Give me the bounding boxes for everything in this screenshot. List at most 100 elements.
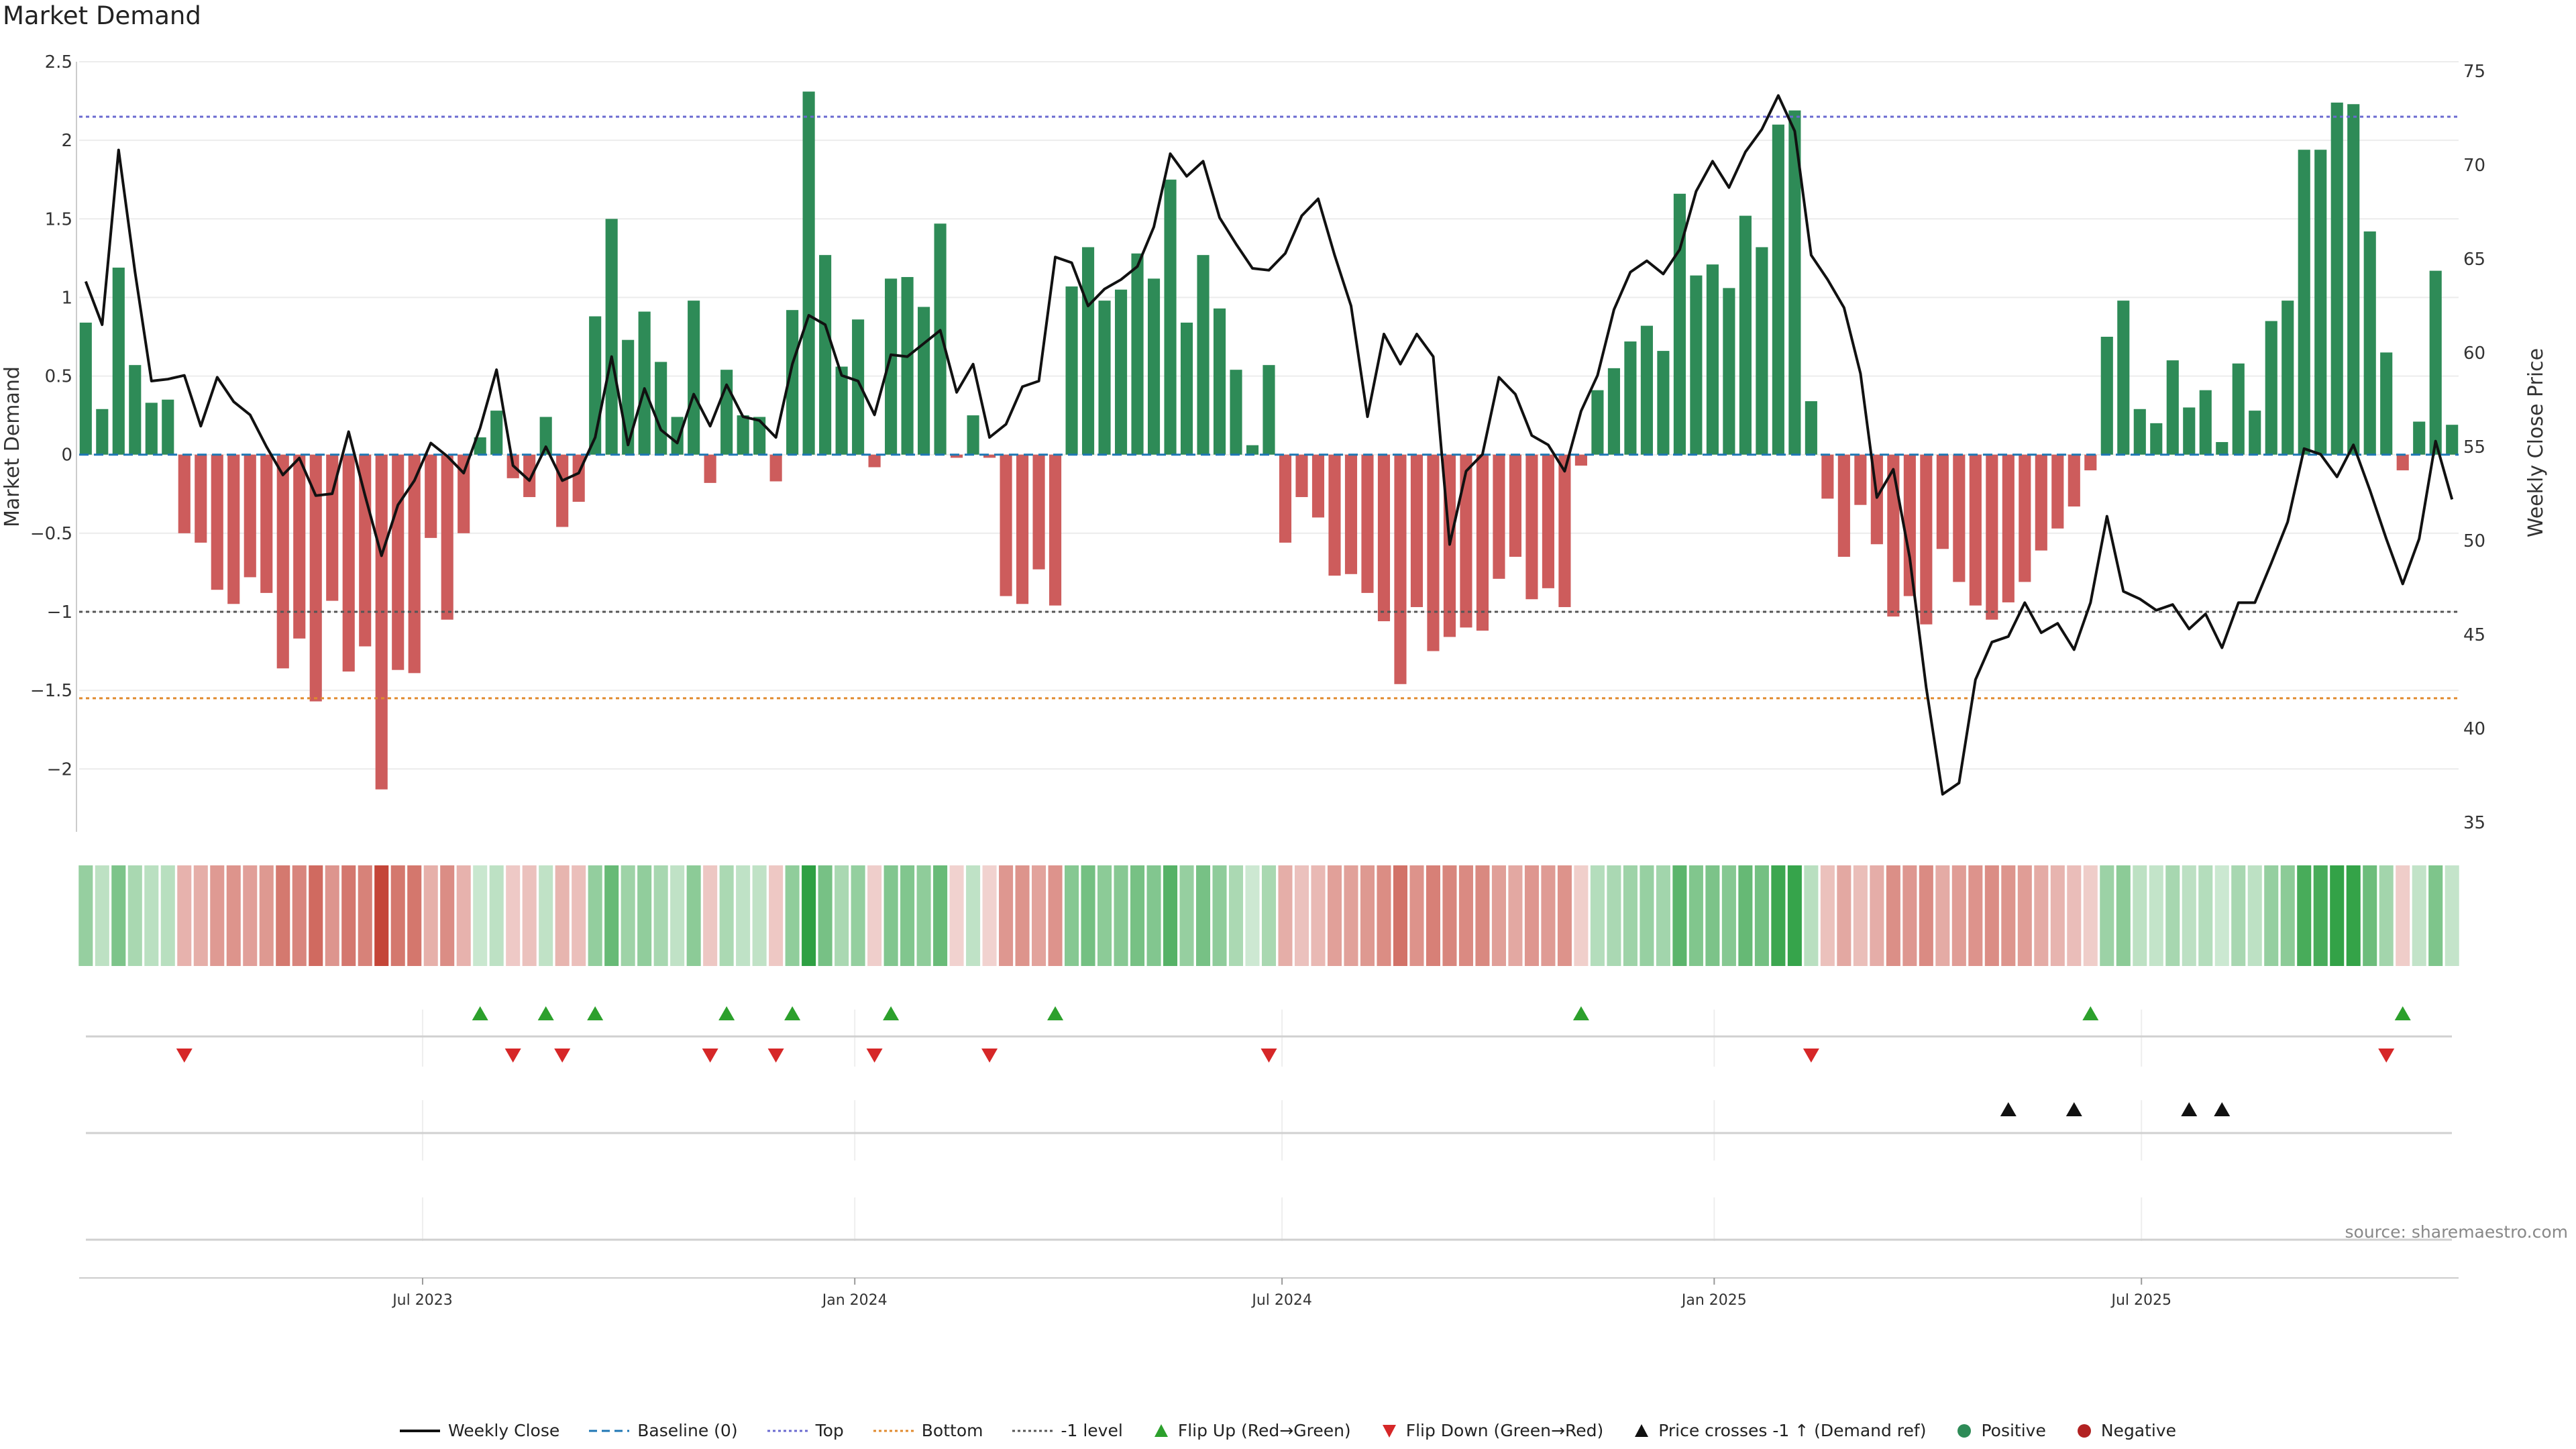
demand-bar: [967, 415, 979, 455]
y-tick-label: −1.5: [30, 681, 72, 701]
heat-cell: [653, 865, 668, 966]
demand-bar: [79, 322, 92, 455]
demand-bar: [638, 311, 651, 455]
demand-bar: [2446, 425, 2459, 455]
demand-bar: [1361, 454, 1374, 593]
legend-label: Price crosses -1 ↑ (Demand ref): [1658, 1421, 1927, 1440]
heat-cell: [160, 865, 175, 966]
demand-bar: [2380, 352, 2393, 455]
x-tick-label: Jan 2024: [821, 1292, 888, 1309]
heat-cell: [1278, 865, 1293, 966]
heat-cell: [440, 865, 455, 966]
heat-cell: [1738, 865, 1753, 966]
heat-cell: [1705, 865, 1720, 966]
heat-cell: [2214, 865, 2229, 966]
heat-cell: [1524, 865, 1539, 966]
demand-bar: [1723, 288, 1735, 455]
demand-bar: [425, 454, 437, 538]
demand-bar: [1591, 390, 1604, 455]
y2-tick-label: 50: [2463, 531, 2485, 551]
demand-bar: [868, 454, 881, 468]
demand-bar: [96, 409, 109, 455]
flip-down-marker: [866, 1049, 883, 1063]
heat-cell: [325, 865, 339, 966]
heat-cell: [1179, 865, 1194, 966]
demand-bar: [1213, 308, 1226, 455]
legend-swatch: [1635, 1424, 1649, 1437]
heat-cell: [637, 865, 652, 966]
heat-cell: [1640, 865, 1654, 966]
flip-up-marker: [2394, 1006, 2411, 1020]
demand-bar: [802, 91, 815, 455]
heat-cell: [1870, 865, 1884, 966]
heat-cell: [473, 865, 488, 966]
demand-bar: [1164, 179, 1177, 455]
y-tick-label: 2: [61, 131, 72, 151]
legend-swatch-shape: [1635, 1424, 1649, 1437]
demand-bar: [129, 365, 142, 455]
demand-bar: [2249, 411, 2261, 455]
demand-bar: [1016, 454, 1029, 604]
demand-bar: [1690, 275, 1703, 455]
legend-swatch: [1154, 1424, 1168, 1437]
heat-cell: [309, 865, 323, 966]
demand-bar: [2035, 454, 2047, 551]
heat-cell: [78, 865, 93, 966]
legend-swatch-shape: [1957, 1424, 1972, 1438]
legend-label: Negative: [2100, 1421, 2177, 1440]
legend-swatch: [1012, 1430, 1053, 1432]
demand-bar: [195, 454, 207, 543]
heat-cell: [2034, 865, 2049, 966]
heat-cell: [2330, 865, 2345, 966]
x-tick-label: Jul 2024: [1250, 1292, 1312, 1309]
y-tick-label: 0.5: [45, 367, 72, 387]
heat-cell: [835, 865, 849, 966]
demand-bar: [2363, 231, 2376, 455]
heat-cell: [226, 865, 241, 966]
heat-cell: [95, 865, 109, 966]
heat-cell: [769, 865, 784, 966]
legend-label: -1 level: [1061, 1421, 1123, 1440]
demand-bar: [1673, 193, 1686, 455]
heat-cell: [1672, 865, 1687, 966]
demand-bar: [769, 454, 782, 482]
flip-down-marker: [981, 1049, 998, 1063]
demand-bar: [852, 319, 865, 455]
heat-cell: [1902, 865, 1917, 966]
y2-tick-label: 35: [2463, 813, 2485, 833]
demand-bar: [1065, 286, 1078, 455]
demand-bar: [918, 307, 930, 455]
demand-bar: [1410, 454, 1424, 607]
heat-cell: [1311, 865, 1326, 966]
demand-bar: [2396, 454, 2409, 471]
demand-bar: [1493, 454, 1505, 579]
legend-label: Positive: [1981, 1421, 2046, 1440]
legend-swatch-shape: [2077, 1424, 2091, 1438]
heat-cell: [1212, 865, 1227, 966]
demand-bar: [671, 417, 684, 455]
heat-cell: [2313, 865, 2328, 966]
price-cross-marker: [2214, 1102, 2231, 1116]
y-tick-label: 0: [61, 445, 72, 466]
heat-cell: [259, 865, 274, 966]
heat-cell: [2182, 865, 2196, 966]
demand-bar: [1640, 325, 1653, 455]
heat-cell: [1688, 865, 1703, 966]
demand-bar: [901, 276, 914, 455]
demand-bar: [441, 454, 453, 620]
demand-bar: [1706, 264, 1719, 455]
y-tick-label: 1.5: [45, 209, 72, 229]
demand-bar: [1558, 454, 1571, 607]
demand-bar: [1887, 454, 1900, 617]
heat-cell: [1656, 865, 1670, 966]
demand-bar: [1394, 454, 1407, 684]
heat-cell: [1032, 865, 1046, 966]
demand-bar: [1805, 401, 1817, 455]
heat-cell: [1721, 865, 1736, 966]
flip-down-marker: [504, 1049, 521, 1063]
flip-up-marker: [784, 1006, 801, 1020]
demand-bar: [178, 454, 191, 533]
demand-bar: [1295, 454, 1308, 497]
heat-cell: [818, 865, 833, 966]
heat-cell: [1294, 865, 1309, 966]
